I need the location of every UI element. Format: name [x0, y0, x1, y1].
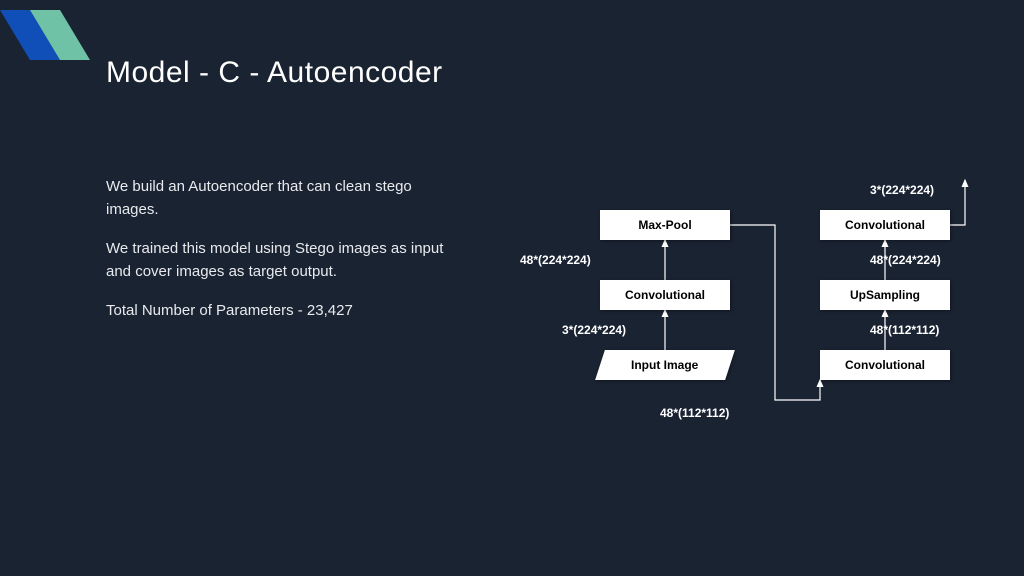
- autoencoder-diagram: Input Image Convolutional Max-Pool Convolut…: [520, 160, 1000, 540]
- dim-label-3: 48*(112*112): [870, 323, 939, 337]
- paragraph-2: We trained this model using Stego images…: [106, 238, 446, 283]
- slide-title: Model - C - Autoencoder: [106, 56, 443, 90]
- diagram-node-conv3: Convolutional: [820, 210, 950, 240]
- dim-label-4: 48*(224*224): [870, 253, 941, 267]
- dim-label-5: 3*(224*224): [870, 183, 934, 197]
- diagram-node-conv1: Convolutional: [600, 280, 730, 310]
- corner-accent-icon: [0, 0, 100, 100]
- paragraph-3: Total Number of Parameters - 23,427: [106, 300, 353, 323]
- diagram-node-upsamp: UpSampling: [820, 280, 950, 310]
- dim-label-0: 3*(224*224): [562, 323, 626, 337]
- diagram-node-conv2: Convolutional: [820, 350, 950, 380]
- arrow-conv3-to-output: [950, 180, 965, 225]
- dim-label-2: 48*(112*112): [660, 406, 729, 420]
- dim-label-1: 48*(224*224): [520, 253, 591, 267]
- paragraph-1: We build an Autoencoder that can clean s…: [106, 176, 446, 221]
- diagram-node-maxpool: Max-Pool: [600, 210, 730, 240]
- diagram-node-input: Input Image: [595, 350, 735, 380]
- arrow-maxpool-to-conv2: [730, 225, 820, 400]
